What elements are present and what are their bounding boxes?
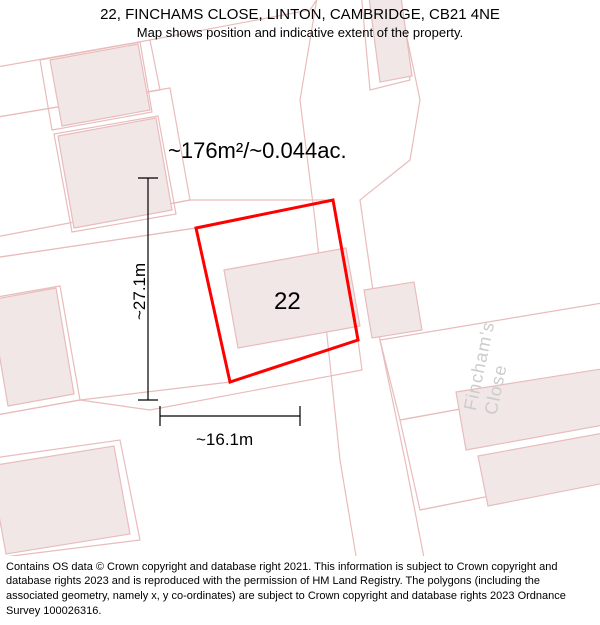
page-title: 22, FINCHAMS CLOSE, LINTON, CAMBRIDGE, C… — [0, 6, 600, 23]
plot-number-label: 22 — [274, 288, 301, 316]
width-dimension-label: ~16.1m — [196, 430, 253, 450]
height-dimension-label: ~27.1m — [130, 263, 150, 320]
area-label: ~176m²/~0.044ac. — [168, 138, 347, 164]
header: 22, FINCHAMS CLOSE, LINTON, CAMBRIDGE, C… — [0, 0, 600, 40]
copyright-footer: Contains OS data © Crown copyright and d… — [0, 556, 600, 625]
page-subtitle: Map shows position and indicative extent… — [0, 25, 600, 40]
